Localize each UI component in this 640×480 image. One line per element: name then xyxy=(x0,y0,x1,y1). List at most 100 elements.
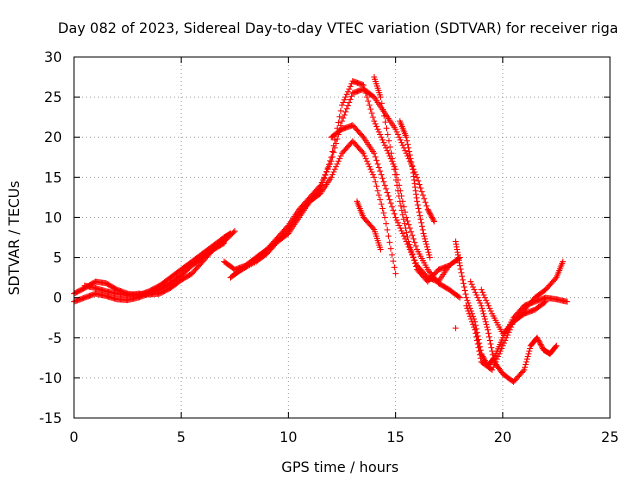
data-point xyxy=(484,324,491,331)
data-point xyxy=(377,131,384,138)
data-point xyxy=(521,366,528,373)
data-point xyxy=(414,198,421,205)
data-point xyxy=(360,82,367,89)
data-point xyxy=(471,286,478,293)
data-point xyxy=(366,163,373,170)
data-point xyxy=(407,244,414,251)
data-point xyxy=(394,219,401,226)
data-point xyxy=(463,294,470,301)
data-point xyxy=(478,286,485,293)
data-point xyxy=(409,162,416,169)
series-track-13 xyxy=(467,278,560,385)
data-point xyxy=(396,198,403,205)
data-point xyxy=(469,318,476,325)
data-point xyxy=(426,210,433,217)
data-point xyxy=(381,112,388,119)
data-point xyxy=(473,291,480,298)
data-point xyxy=(475,297,482,304)
series-track-6 xyxy=(227,78,463,301)
data-point xyxy=(393,128,400,135)
data-point xyxy=(423,241,430,248)
data-point xyxy=(426,254,433,261)
data-point xyxy=(341,96,348,103)
data-point xyxy=(359,132,366,139)
data-point xyxy=(373,183,380,190)
data-point xyxy=(383,125,390,132)
data-point xyxy=(415,177,422,184)
data-point xyxy=(408,159,415,166)
data-point xyxy=(464,305,471,312)
x-tick-label: 15 xyxy=(387,430,405,446)
data-point xyxy=(493,356,500,363)
data-point xyxy=(403,229,410,236)
data-point xyxy=(476,351,483,358)
data-point xyxy=(346,86,353,93)
data-point xyxy=(405,144,412,151)
data-point xyxy=(365,98,372,105)
data-point xyxy=(487,308,494,315)
data-point xyxy=(492,358,499,365)
data-point xyxy=(522,361,529,368)
data-point xyxy=(337,152,344,159)
data-point xyxy=(488,344,495,351)
data-point xyxy=(397,136,404,143)
data-point xyxy=(284,227,291,234)
data-point xyxy=(535,337,542,344)
series-track-12 xyxy=(452,238,571,369)
data-point xyxy=(475,344,482,351)
data-point xyxy=(458,269,465,276)
data-point xyxy=(386,196,393,203)
data-point xyxy=(455,293,462,300)
data-point xyxy=(359,148,366,155)
data-point xyxy=(347,83,354,90)
data-point xyxy=(379,205,386,212)
data-point xyxy=(362,155,369,162)
data-point xyxy=(417,216,424,223)
data-point xyxy=(407,155,414,162)
y-tick-label: 25 xyxy=(44,90,62,106)
data-point xyxy=(483,297,490,304)
data-point xyxy=(477,300,484,307)
data-point xyxy=(335,119,342,126)
data-point xyxy=(377,246,384,253)
axis-ticks: 0 5 10 15 20 25 -15 -10 -5 0 5 10 15 20 25 30 xyxy=(39,50,619,446)
data-point xyxy=(541,299,548,306)
data-point xyxy=(327,157,334,164)
data-point xyxy=(422,199,429,206)
data-point xyxy=(404,218,411,225)
data-point xyxy=(412,260,419,267)
data-point xyxy=(368,168,375,175)
x-axis-label: GPS time / hours xyxy=(281,460,398,476)
data-point xyxy=(364,94,371,101)
data-point xyxy=(431,218,438,225)
data-point xyxy=(489,366,496,373)
data-point xyxy=(361,152,368,159)
data-point xyxy=(408,247,415,254)
data-point xyxy=(392,214,399,221)
data-point xyxy=(391,264,398,271)
data-point xyxy=(425,249,432,256)
y-tick-label: -15 xyxy=(39,411,62,427)
data-point xyxy=(400,203,407,210)
data-point xyxy=(374,187,381,194)
data-point xyxy=(489,351,496,358)
data-point xyxy=(472,289,479,296)
data-point xyxy=(388,150,395,157)
grid-lines xyxy=(74,57,610,418)
data-point xyxy=(399,142,406,149)
data-point xyxy=(429,214,436,221)
data-point xyxy=(498,345,505,352)
data-point xyxy=(420,230,427,237)
data-point xyxy=(219,240,226,247)
data-point xyxy=(400,233,407,240)
data-point xyxy=(396,222,403,229)
data-point xyxy=(336,155,343,162)
data-point xyxy=(321,175,328,182)
data-point xyxy=(459,273,466,280)
y-tick-label: 0 xyxy=(53,291,62,307)
data-point xyxy=(394,182,401,189)
data-point xyxy=(465,308,472,315)
data-point xyxy=(398,207,405,214)
data-point xyxy=(339,118,345,125)
